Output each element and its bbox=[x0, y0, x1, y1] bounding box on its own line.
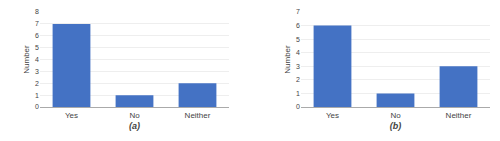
svg-text:Number: Number bbox=[22, 45, 31, 74]
svg-text:0: 0 bbox=[35, 103, 39, 110]
svg-text:7: 7 bbox=[35, 20, 39, 27]
svg-text:4: 4 bbox=[296, 49, 300, 56]
svg-text:Yes: Yes bbox=[326, 111, 339, 120]
svg-text:6: 6 bbox=[35, 32, 39, 39]
svg-text:0: 0 bbox=[296, 103, 300, 110]
svg-text:5: 5 bbox=[35, 44, 39, 51]
svg-text:Neither: Neither bbox=[446, 111, 472, 120]
svg-text:Yes: Yes bbox=[65, 111, 78, 120]
svg-text:6: 6 bbox=[296, 22, 300, 29]
svg-text:1: 1 bbox=[296, 90, 300, 97]
svg-text:No: No bbox=[390, 111, 401, 120]
svg-text:2: 2 bbox=[35, 80, 39, 87]
svg-text:1: 1 bbox=[35, 92, 39, 99]
svg-text:2: 2 bbox=[296, 76, 300, 83]
svg-text:Number: Number bbox=[283, 45, 292, 74]
svg-text:(a): (a) bbox=[129, 121, 140, 131]
svg-text:3: 3 bbox=[296, 63, 300, 70]
svg-text:No: No bbox=[129, 111, 140, 120]
svg-text:3: 3 bbox=[35, 68, 39, 75]
svg-text:7: 7 bbox=[296, 8, 300, 15]
svg-text:(b): (b) bbox=[390, 121, 402, 131]
svg-text:5: 5 bbox=[296, 36, 300, 43]
svg-text:8: 8 bbox=[35, 8, 39, 15]
svg-text:4: 4 bbox=[35, 56, 39, 63]
svg-text:Neither: Neither bbox=[185, 111, 211, 120]
